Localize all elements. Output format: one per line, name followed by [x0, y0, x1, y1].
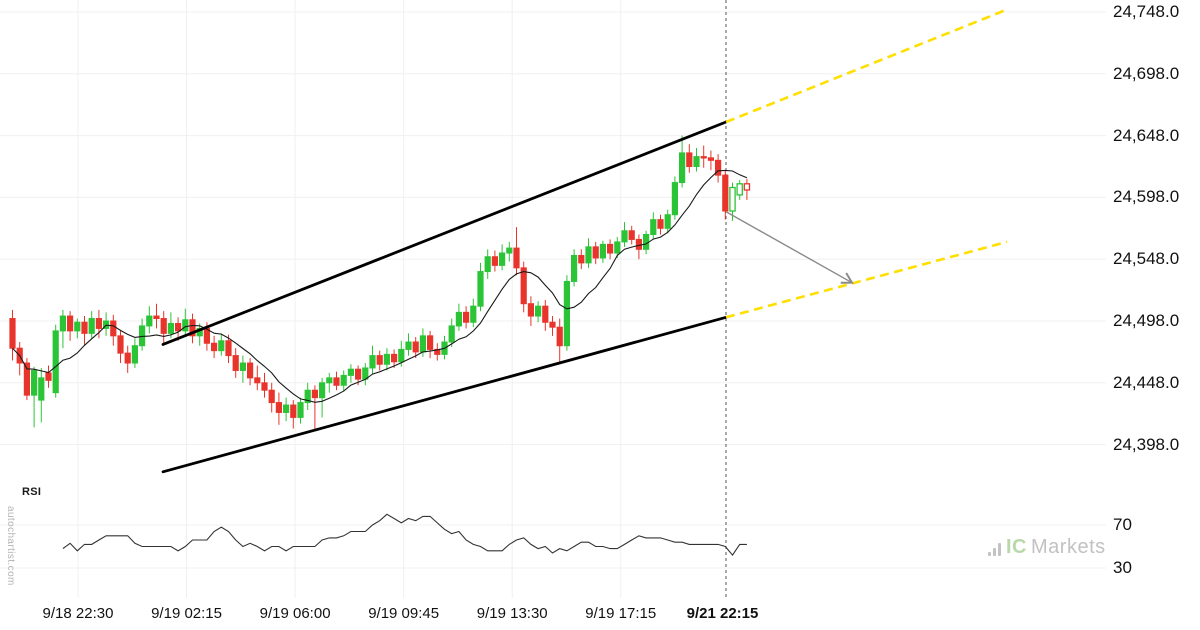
price-tick-label: 24,698.0 — [1113, 63, 1180, 83]
candles-layer — [9, 135, 751, 430]
price-tick-label: 24,748.0 — [1113, 2, 1180, 21]
autochartist-watermark: autochartist.com — [5, 506, 16, 586]
time-tick-label: 9/19 13:30 — [476, 605, 548, 622]
price-tick-label: 24,398.0 — [1113, 434, 1180, 454]
channel-upper-line — [161, 120, 728, 346]
time-tick-label: 9/21 22:15 — [686, 605, 759, 622]
rsi-label: RSI — [22, 486, 42, 498]
forecast-lower-line — [725, 240, 1008, 319]
time-tick-label: 9/19 06:00 — [259, 605, 331, 622]
moving-average-line — [12, 169, 748, 403]
price-tick-label: 24,498.0 — [1113, 311, 1180, 330]
forecast-arrow — [726, 211, 854, 284]
time-tick-label: 9/19 09:45 — [368, 605, 440, 622]
price-tick-label: 24,548.0 — [1113, 249, 1180, 269]
rsi-line — [62, 513, 747, 557]
rsi-level-label: 70 — [1113, 515, 1132, 534]
icmarkets-watermark: IC Markets — [988, 536, 1106, 558]
price-tick-label: 24,598.0 — [1113, 187, 1180, 207]
forecast-upper-line — [725, 8, 1008, 124]
bar-chart-icon — [988, 543, 1003, 556]
time-tick-label: 9/19 17:15 — [585, 605, 657, 622]
price-tick-label: 24,448.0 — [1113, 372, 1180, 392]
rsi-level-label: 30 — [1113, 558, 1132, 577]
time-tick-label: 9/19 02:15 — [151, 605, 222, 622]
price-tick-label: 24,648.0 — [1113, 125, 1180, 145]
broker-name-markets: Markets — [1031, 536, 1106, 558]
broker-name-ic: IC — [1006, 536, 1027, 558]
channel-lower-line — [161, 315, 728, 474]
gridlines-layer — [0, 0, 1106, 598]
time-tick-label: 9/18 22:30 — [42, 605, 114, 622]
